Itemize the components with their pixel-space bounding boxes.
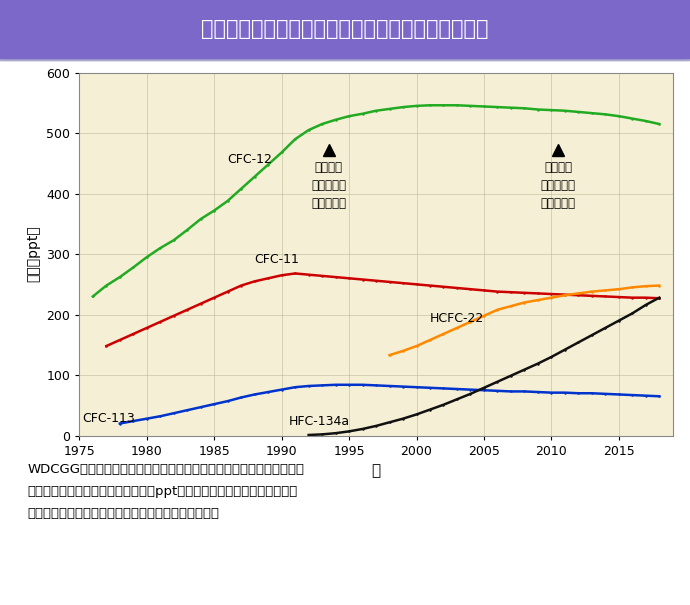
- Text: クロロフルオロカーボン類等の平均濃度の経年変化: クロロフルオロカーボン類等の平均濃度の経年変化: [201, 19, 489, 39]
- Text: CFC-11: CFC-11: [255, 253, 299, 266]
- Text: HCFC-22: HCFC-22: [430, 312, 484, 325]
- Text: CFC-12: CFC-12: [228, 153, 273, 166]
- Y-axis label: 濃度（ppt）: 濃度（ppt）: [27, 226, 41, 283]
- FancyBboxPatch shape: [0, 0, 690, 60]
- Text: WDCGGが収集した世界各地の観測データを平均した大気中のクロロフ
ルオロカーボン類等の経年変化図。ppt（ピーピーティー）は、大気中の
分子１兆個中にある対象: WDCGGが収集した世界各地の観測データを平均した大気中のクロロフ ルオロカーボ…: [28, 463, 304, 520]
- X-axis label: 年: 年: [371, 463, 381, 478]
- Text: CFC-113: CFC-113: [82, 411, 135, 425]
- Text: 途上国で
フロン生産
・消費全廃: 途上国で フロン生産 ・消費全廃: [541, 161, 575, 210]
- Text: 先進国で
フロン生産
・消費全廃: 先進国で フロン生産 ・消費全廃: [311, 161, 346, 210]
- Text: HFC-134a: HFC-134a: [288, 414, 350, 428]
